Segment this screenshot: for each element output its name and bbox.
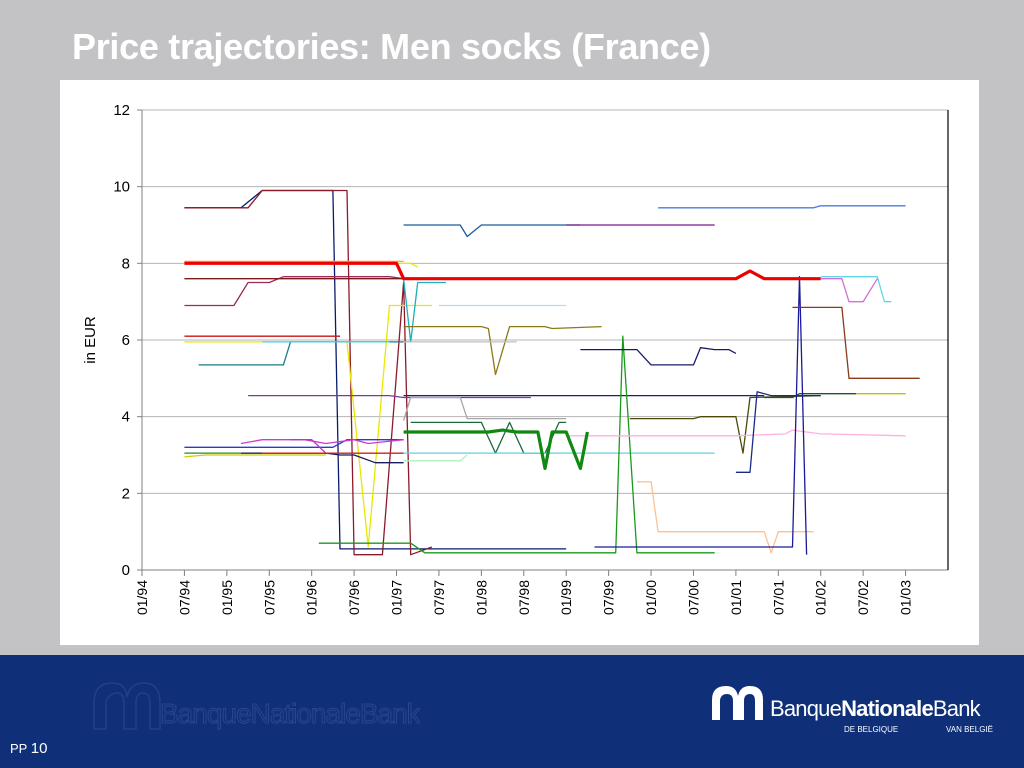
series-line-32: [580, 347, 737, 366]
logo-word-nationale: Nationale: [841, 696, 933, 721]
logo-word-bank: Bank: [933, 696, 982, 721]
x-tick-label: 07/00: [685, 580, 701, 615]
y-axis-label: in EUR: [82, 316, 99, 364]
series-line-13: [290, 439, 327, 454]
series-line-21: [403, 224, 581, 238]
x-tick-label: 01/96: [304, 580, 320, 615]
y-tick-label: 8: [122, 255, 130, 272]
series-line-30: [403, 454, 468, 462]
series-line-37: [636, 481, 814, 554]
logo-sub-left: DE BELGIQUE: [844, 725, 898, 734]
x-tick-label: 01/99: [558, 580, 574, 615]
series-line-3: [184, 276, 404, 307]
x-tick-labels: 01/94 07/94 01/95 07/95 01/96 07/96 01/97 07/97…: [134, 570, 914, 615]
x-tick-label: 07/99: [601, 580, 617, 615]
series-line-38: [594, 276, 808, 555]
series-line-36: [566, 429, 906, 437]
gridlines: [142, 109, 948, 494]
logo-arch-icon: [712, 686, 763, 720]
series-line-11: [184, 439, 404, 448]
series-line-40: [792, 306, 920, 379]
footer-bar: BanqueNationaleBank BanqueNationaleBank …: [0, 655, 1024, 768]
svg-text:BanqueNationaleBank: BanqueNationaleBank: [160, 698, 420, 729]
logo-watermark: BanqueNationaleBank: [90, 677, 423, 744]
y-tick-label: 4: [122, 409, 130, 426]
x-tick-label: 01/97: [389, 580, 405, 615]
series-line-2: [184, 189, 433, 556]
series-line-1: [184, 189, 567, 550]
series-line-31: [318, 335, 715, 554]
series-line-24: [402, 278, 446, 343]
series-line-26: [403, 325, 602, 376]
logo-word-banque: Banque: [770, 696, 842, 721]
x-tick-label: 01/94: [134, 580, 150, 615]
y-tick-label: 0: [122, 562, 130, 579]
x-tick-label: 01/02: [813, 580, 829, 615]
x-tick-label: 07/94: [176, 580, 192, 615]
series-line-18: [248, 394, 531, 399]
x-tick-label: 07/96: [346, 580, 362, 615]
slide-title: Price trajectories: Men socks (France): [72, 26, 711, 67]
svg-text:BanqueNationaleBank: BanqueNationaleBank: [770, 696, 982, 721]
series-line-41: [820, 276, 892, 303]
series-lines: [184, 189, 920, 556]
chart-panel: 0 2 4 6 8 10 12 01/94 07/94 01/95 07/95 01/96 07/96…: [60, 80, 979, 645]
page-prefix: PP: [10, 741, 28, 756]
logo-sub-right: VAN BELGIË: [946, 725, 993, 734]
series-line-9: [198, 341, 411, 366]
page-number: PP 10: [10, 740, 47, 757]
x-tick-label: 07/01: [770, 580, 786, 615]
series-line-28: [410, 421, 567, 454]
series-line-19: [402, 396, 567, 421]
x-tick-label: 07/97: [431, 580, 447, 615]
series-line-39: [735, 391, 821, 473]
y-tick-label: 6: [122, 332, 130, 349]
x-tick-label: 07/95: [261, 580, 277, 615]
y-tick-label: 12: [113, 102, 130, 119]
x-tick-label: 07/98: [516, 580, 532, 615]
series-line-42: [820, 278, 878, 303]
x-tick-label: 01/00: [643, 580, 659, 615]
price-trajectory-chart: 0 2 4 6 8 10 12 01/94 07/94 01/95 07/95 01/96 07/96…: [82, 102, 949, 615]
x-tick-label: 01/98: [473, 580, 489, 615]
series-line-33: [629, 394, 821, 454]
series-line-23: [658, 205, 906, 209]
x-tick-label: 01/01: [728, 580, 744, 615]
series-line-12: [240, 439, 404, 445]
x-tick-label: 01/03: [898, 580, 914, 615]
series-line-43: [184, 261, 821, 281]
y-tick-label: 2: [122, 485, 130, 502]
x-tick-label: 01/95: [219, 580, 235, 615]
nbb-logo: BanqueNationaleBank DE BELGIQUE VAN BELG…: [710, 682, 1000, 745]
series-line-14: [184, 454, 326, 458]
y-tick-label: 10: [113, 179, 130, 196]
x-tick-label: 07/02: [855, 580, 871, 615]
page-number-value: 10: [30, 740, 48, 757]
series-line-44: [403, 428, 589, 470]
y-tick-labels: 0 2 4 6 8 10 12: [113, 102, 142, 579]
